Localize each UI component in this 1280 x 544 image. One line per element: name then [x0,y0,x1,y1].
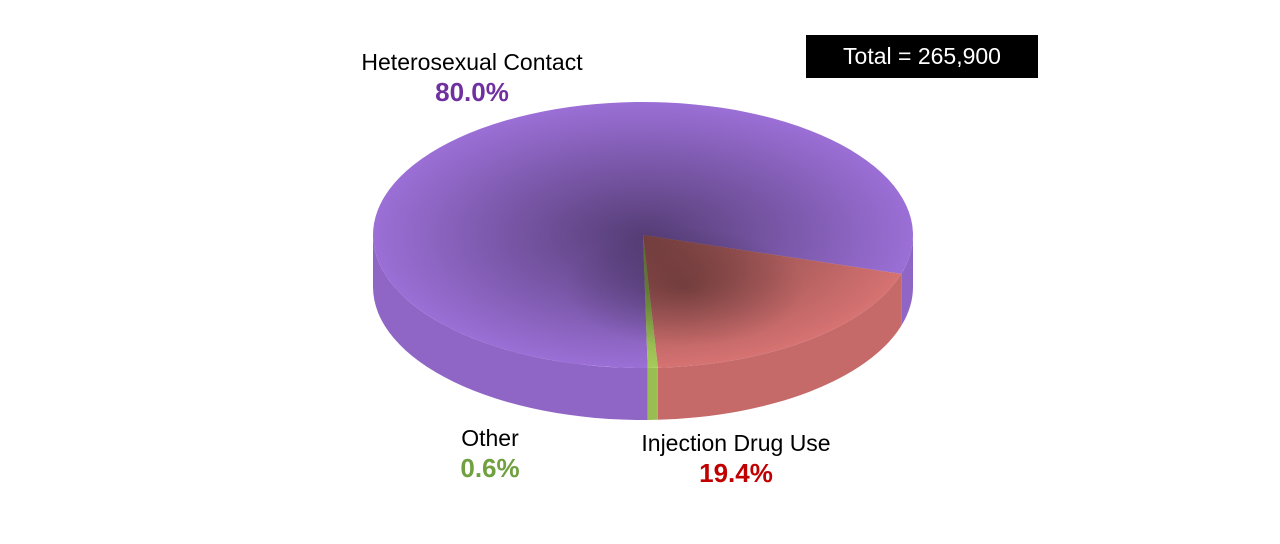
slice-name: Injection Drug Use [641,430,831,456]
pie-top [373,102,914,368]
slice-percent: 0.6% [460,453,520,483]
slice-name: Other [461,425,519,451]
slice-heterosexual-contact-side [373,235,648,420]
slice-percent: 19.4% [699,458,773,488]
slice-shading [564,227,805,348]
slice-injection-drug-use-side [657,273,902,420]
slice-heterosexual-contact-side [901,235,913,326]
total-badge: Total = 265,900 [806,35,1038,78]
slice-other-side [647,367,658,420]
label-other: Other 0.6% [430,424,550,484]
pie-sides [373,235,913,420]
slice-name: Heterosexual Contact [361,49,583,75]
label-injection-drug-use: Injection Drug Use 19.4% [596,429,876,489]
label-heterosexual-contact: Heterosexual Contact 80.0% [322,48,622,108]
slice-percent: 80.0% [435,77,509,107]
